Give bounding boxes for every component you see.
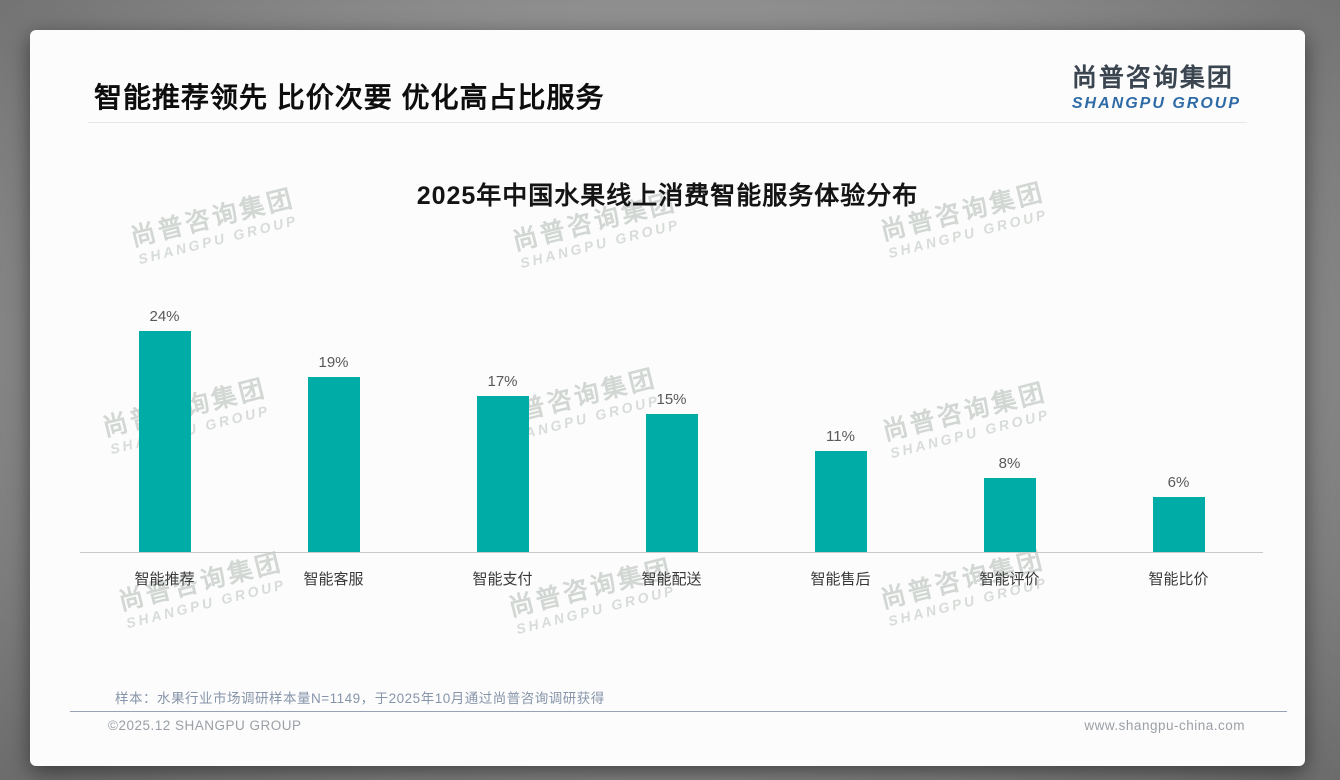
chart-title: 2025年中国水果线上消费智能服务体验分布 (416, 182, 919, 210)
bar-value-label: 6% (1167, 473, 1190, 491)
bar-value-label: 24% (149, 308, 180, 326)
logo-en-text: SHANGPU GROUP (1071, 95, 1241, 112)
bar-value-label: 17% (487, 372, 518, 390)
title-divider (88, 122, 1247, 123)
logo-cn-text: 尚普咨询集团 (1071, 64, 1234, 92)
footer-copyright: ©2025.12 SHANGPU GROUP (108, 718, 302, 733)
bar (307, 377, 360, 552)
bar-column: 8% (925, 280, 1094, 552)
bar (1152, 496, 1205, 552)
category-label: 智能售后 (810, 571, 871, 588)
bar-column: 15% (587, 280, 756, 552)
sample-note: 样本：水果行业市场调研样本量N=1149，于2025年10月通过尚普咨询调研获得 (115, 691, 605, 706)
category-label: 智能客服 (303, 571, 364, 588)
bar-column: 17% (418, 280, 587, 552)
company-logo: 尚普咨询集团 SHANGPU GROUP (1072, 58, 1241, 113)
bar-column: 19% (249, 280, 418, 552)
bar-column: 6% (1094, 280, 1263, 552)
bar-chart: 24% 19% 17% 15% 11% 8% 6% 智能推荐 智能客服 智能支付 智能配送 智能售后… (80, 280, 1263, 589)
bar (476, 395, 529, 552)
category-label: 智能配送 (641, 571, 702, 588)
bar (138, 331, 191, 552)
bar-value-label: 19% (318, 354, 349, 372)
bar-column: 24% (80, 280, 249, 552)
category-label: 智能支付 (472, 571, 533, 588)
plot-row: 24% 19% 17% 15% 11% 8% 6% (80, 280, 1263, 553)
footer-divider (70, 711, 1287, 712)
bar-column: 11% (756, 280, 925, 552)
bar-value-label: 11% (826, 427, 855, 445)
category-label: 智能推荐 (134, 571, 195, 588)
category-label: 智能比价 (1148, 571, 1209, 588)
footer-website: www.shangpu-china.com (1084, 718, 1245, 733)
slide-card: 尚普咨询集团 SHANGPU GROUP 尚普咨询集团 SHANGPU GROUP … (30, 30, 1305, 766)
bar (983, 478, 1036, 552)
label-row: 智能推荐 智能客服 智能支付 智能配送 智能售后 智能评价 智能比价 (80, 553, 1263, 589)
bar (645, 414, 698, 552)
bar (814, 450, 867, 552)
category-label: 智能评价 (979, 571, 1040, 588)
page-title: 智能推荐领先 比价次要 优化高占比服务 (94, 82, 605, 113)
bar-value-label: 15% (656, 391, 687, 408)
bar-value-label: 8% (998, 455, 1021, 473)
